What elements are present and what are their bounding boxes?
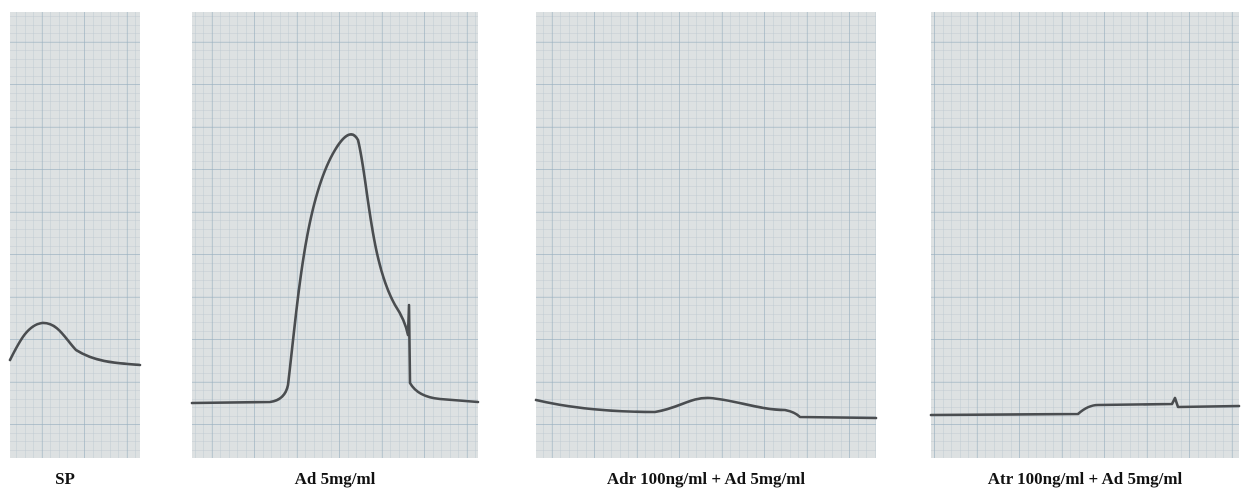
trace [190,133,480,405]
trace [534,396,878,420]
chart-paper [931,12,1239,458]
panel-label: Ad 5mg/ml [295,469,376,488]
chart-paper [536,12,876,458]
panel-label: Atr 100ng/ml + Ad 5mg/ml [988,469,1183,488]
panel-sp: SP [8,12,142,488]
trace [929,396,1241,417]
chart-paper [192,12,478,458]
trace [8,321,142,367]
panel-ad: Ad 5mg/ml [190,12,480,488]
panel-label: SP [55,469,75,488]
chart-paper [10,12,140,458]
panel-atr: Atr 100ng/ml + Ad 5mg/ml [929,12,1241,488]
panel-adr: Adr 100ng/ml + Ad 5mg/ml [534,12,878,488]
panel-label: Adr 100ng/ml + Ad 5mg/ml [607,469,806,488]
